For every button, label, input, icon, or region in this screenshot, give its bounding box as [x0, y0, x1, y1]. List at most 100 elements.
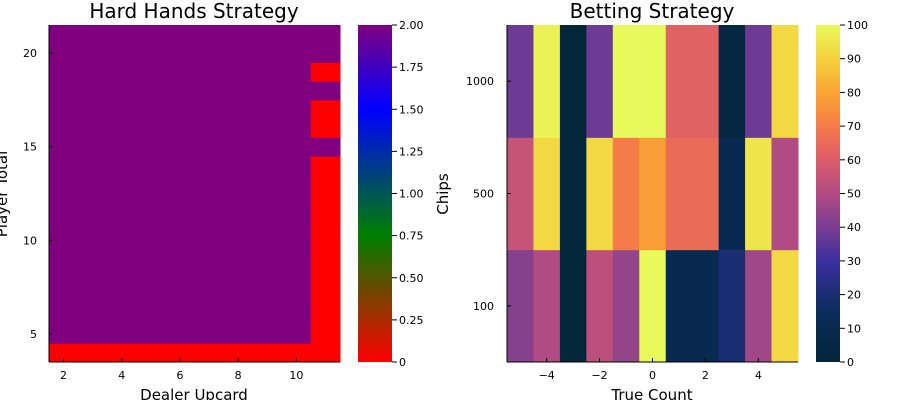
tick-label: 0.50 [399, 272, 424, 285]
heatmap-cell [310, 193, 341, 213]
heatmap-cell [49, 193, 79, 213]
heatmap-cell [49, 305, 79, 326]
heatmap-cell [194, 174, 225, 194]
heatmap-cell [107, 118, 137, 138]
heatmap-cell [223, 287, 254, 307]
heatmap-cell [165, 249, 195, 269]
heatmap-cell [78, 156, 108, 176]
heatmap-cell [281, 287, 312, 307]
tick-label: 8 [235, 369, 242, 382]
heatmap-cell [223, 81, 254, 101]
heatmap-cell [194, 118, 225, 138]
heatmap-cell [310, 212, 341, 232]
x-ticks: −4 −2 0 2 4 [539, 358, 762, 382]
heatmap-cell [692, 25, 720, 138]
tick-label: 6 [176, 369, 183, 382]
tick-label: 0 [847, 356, 854, 369]
heatmap-cell [559, 249, 587, 363]
tick-label: 50 [847, 188, 861, 201]
heatmap-cell [49, 212, 79, 232]
tick-label: 20 [847, 289, 861, 302]
heatmap-cell [136, 81, 166, 101]
heatmap-cell [252, 343, 283, 363]
heatmap-cell [281, 118, 312, 138]
heatmap-cell [194, 43, 225, 63]
heatmap-cell [612, 137, 640, 251]
heatmap-cell [223, 174, 254, 194]
heatmap-cell [136, 62, 166, 82]
heatmap-cell [310, 156, 341, 176]
heatmap-cell [310, 81, 341, 101]
heatmap-cell [78, 287, 108, 307]
heatmap-cell [533, 25, 561, 138]
colorbar: 0 0.25 0.50 0.75 1.00 1.25 1.50 1.75 2.00 [358, 19, 424, 369]
heatmap-cell [194, 287, 225, 307]
heatmap-cell [194, 249, 225, 269]
heatmap-cell [771, 137, 799, 251]
heatmap-cell [107, 62, 137, 82]
heatmap-cell [223, 230, 254, 251]
heatmap-cell [194, 137, 225, 157]
heatmap-cell [194, 305, 225, 326]
heatmap-cell [165, 324, 195, 344]
heatmap-cell [281, 212, 312, 232]
heatmap-cell [533, 137, 561, 251]
heatmap-cell [78, 343, 108, 363]
heatmap-cell [310, 324, 341, 344]
x-axis-label: Dealer Upcard [140, 386, 248, 400]
heatmap-cell [136, 118, 166, 138]
heatmap-cell [252, 81, 283, 101]
tick-label: −4 [539, 369, 555, 382]
tick-label: 10 [23, 234, 37, 247]
heatmap-cell [165, 137, 195, 157]
tick-label: 1.75 [399, 61, 424, 74]
heatmap-cell [136, 174, 166, 194]
heatmap-cell [78, 99, 108, 120]
heatmap-cell [692, 249, 720, 363]
heatmap-cell [165, 25, 195, 45]
heatmap-cell [281, 99, 312, 120]
colorbar-rect [358, 25, 392, 362]
heatmap-cell [533, 249, 561, 363]
heatmap-cell [281, 249, 312, 269]
heatmap-cell [49, 137, 79, 157]
heatmap-cell [252, 137, 283, 157]
heatmap-cell [310, 287, 341, 307]
heatmap-cell [612, 249, 640, 363]
tick-label: 0.25 [399, 314, 424, 327]
heatmap-cell [745, 25, 773, 138]
heatmap-cell [107, 268, 137, 288]
tick-label: 70 [847, 120, 861, 133]
x-axis-label: True Count [610, 386, 692, 400]
heatmap-cell [107, 324, 137, 344]
heatmap-cell [281, 62, 312, 82]
heatmap-cell [136, 343, 166, 363]
tick-label: 0 [649, 369, 656, 382]
heatmap-cell [507, 137, 534, 251]
heatmap-cell [639, 137, 667, 251]
y-axis-label: Player Total [0, 151, 11, 237]
heatmap-cell [223, 212, 254, 232]
heatmap-cell [107, 287, 137, 307]
heatmap-cell [78, 230, 108, 251]
heatmap-cell [310, 268, 341, 288]
heatmap-cell [78, 118, 108, 138]
heatmap-cell [310, 99, 341, 120]
heatmap-cell [107, 193, 137, 213]
tick-label: 60 [847, 154, 861, 167]
y-axis-label: Chips [434, 173, 452, 215]
heatmap-cell [281, 230, 312, 251]
heatmap-cell [281, 156, 312, 176]
heatmap-cell [165, 99, 195, 120]
heatmap-cell [136, 43, 166, 63]
heatmap-cell [223, 343, 254, 363]
heatmap-cell [223, 99, 254, 120]
heatmap-cell [252, 212, 283, 232]
heatmap-cell [310, 230, 341, 251]
heatmap-cell [49, 287, 79, 307]
heatmap-cell [223, 62, 254, 82]
heatmap-cell [194, 343, 225, 363]
heatmap-cell [692, 137, 720, 251]
heatmap-cell [771, 25, 799, 138]
heatmap-cell [223, 156, 254, 176]
